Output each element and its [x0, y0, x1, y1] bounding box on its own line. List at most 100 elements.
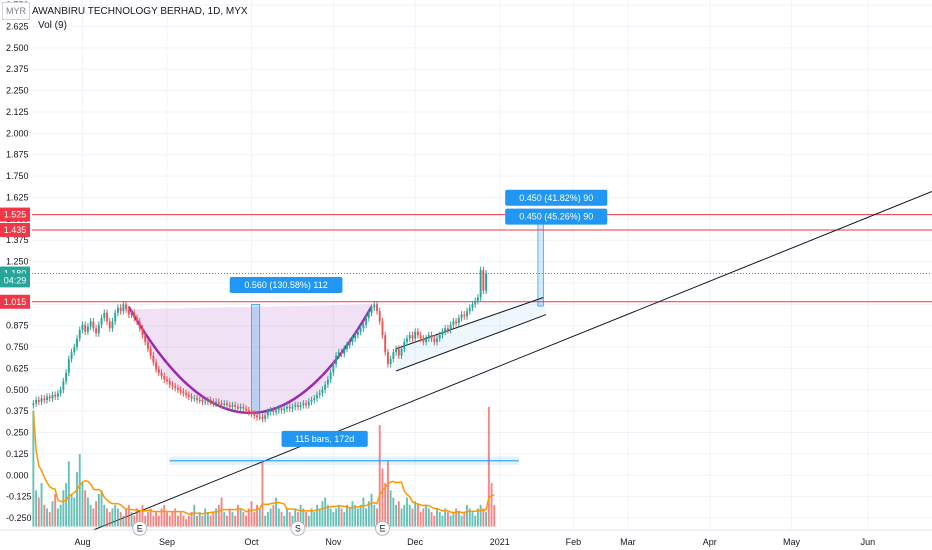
candle-body	[422, 338, 425, 342]
volume-bar	[193, 504, 196, 527]
candle-body	[100, 318, 103, 325]
candle-body	[59, 389, 62, 394]
volume-bar	[160, 508, 163, 527]
volume-bar	[174, 508, 177, 527]
volume-bar	[455, 508, 458, 527]
y-tick-label: 1.625	[6, 192, 29, 202]
volume-bar	[89, 504, 92, 527]
candle-body	[122, 304, 125, 312]
x-tick-label: May	[783, 537, 801, 547]
volume-bar	[78, 454, 81, 527]
candle-body	[269, 410, 272, 413]
candle-body	[299, 405, 302, 407]
volume-bar	[92, 508, 95, 527]
volume-bar	[32, 410, 35, 527]
candle-body	[204, 401, 207, 403]
x-tick-label: Mar	[620, 537, 636, 547]
candle-body	[187, 394, 190, 397]
candle-body	[108, 321, 111, 329]
volume-bar	[438, 512, 441, 527]
volume-bar	[332, 512, 335, 527]
candle-body	[40, 398, 43, 402]
candle-body	[201, 400, 204, 402]
volume-bar	[299, 504, 302, 527]
volume-bar	[376, 508, 378, 527]
candle-body	[283, 408, 286, 411]
y-tick-label: 0.125	[6, 449, 29, 459]
volume-bar	[283, 515, 286, 527]
candle-body	[141, 328, 144, 336]
volume-bar	[367, 501, 370, 527]
candle-body	[215, 401, 218, 404]
candle-body	[367, 312, 370, 318]
candle-body	[92, 321, 95, 329]
candle-body	[182, 391, 185, 394]
volume-bar	[384, 483, 387, 527]
volume-bar	[463, 512, 466, 527]
candle-body	[256, 415, 258, 418]
volume-bar	[179, 512, 182, 527]
volume-bar	[176, 515, 179, 527]
candle-body	[152, 355, 155, 363]
volume-bar	[133, 515, 136, 527]
volume-bar	[127, 504, 130, 527]
volume-bar	[316, 504, 318, 527]
candle-body	[97, 324, 100, 334]
range-measure-label-bg	[281, 430, 368, 447]
volume-bar	[381, 468, 384, 527]
event-marker-text: S	[295, 523, 301, 533]
volume-bar	[138, 512, 141, 527]
y-tick-label: 2.500	[6, 43, 29, 53]
y-tick-label: 0.750	[6, 342, 29, 352]
candle-body	[149, 348, 152, 356]
x-tick-label: Oct	[245, 537, 260, 547]
candle-body	[376, 304, 378, 312]
candle-body	[291, 406, 294, 409]
candle-body	[430, 335, 433, 339]
volume-bar	[403, 504, 406, 527]
candle-body	[272, 410, 275, 413]
volume-bar	[351, 501, 354, 527]
volume-bar	[48, 512, 51, 527]
candle-body	[395, 348, 398, 353]
candle-body	[468, 307, 471, 312]
candle-body	[441, 331, 444, 336]
candle-body	[106, 312, 108, 322]
volume-bar	[149, 508, 152, 527]
candle-body	[384, 335, 387, 353]
volume-bar	[157, 515, 160, 527]
volume-bar	[277, 508, 280, 527]
volume-bar	[307, 515, 310, 527]
candle-body	[264, 415, 267, 419]
volume-bar	[59, 504, 62, 527]
volume-bar	[446, 512, 449, 527]
volume-bar	[125, 508, 128, 527]
candle-body	[217, 401, 220, 404]
volume-bar	[365, 508, 368, 527]
candle-body	[403, 341, 406, 349]
volume-bar	[441, 515, 444, 527]
volume-bar	[286, 508, 288, 527]
volume-bar	[111, 508, 114, 527]
candle-body	[185, 393, 188, 395]
y-tick-label: 0.875	[6, 321, 29, 331]
volume-bar	[261, 461, 264, 527]
candle-body	[408, 335, 411, 339]
candle-body	[198, 400, 201, 402]
y-tick-label: 2.375	[6, 64, 29, 74]
price-tag-bg	[0, 207, 30, 222]
volume-bar	[324, 497, 327, 527]
breakout-label-1: 0.450 (41.82%) 90	[505, 189, 608, 206]
volume-bar	[457, 512, 460, 527]
candle-body	[250, 412, 253, 414]
volume-bar	[310, 508, 313, 527]
candle-body	[397, 348, 400, 356]
candle-body	[288, 406, 291, 409]
candle-body	[247, 410, 250, 413]
volume-bar	[144, 515, 147, 527]
candle-body	[466, 311, 468, 317]
y-tick-label: 2.125	[6, 107, 29, 117]
